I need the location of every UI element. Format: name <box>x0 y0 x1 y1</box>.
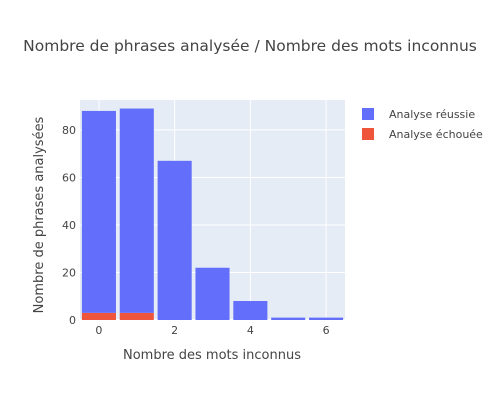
y-tick-label: 80 <box>62 124 76 137</box>
x-tick-label: 0 <box>95 324 102 337</box>
y-tick-label: 40 <box>62 219 76 232</box>
chart-title: Nombre de phrases analysée / Nombre des … <box>23 37 477 55</box>
bar-reussie[interactable] <box>119 108 154 313</box>
bar-echouee[interactable] <box>119 312 154 320</box>
x-tick-label: 6 <box>323 324 330 337</box>
legend-item[interactable]: Analyse échouée <box>362 128 483 141</box>
bar-reussie[interactable] <box>309 317 344 320</box>
y-tick-label: 60 <box>62 171 76 184</box>
y-tick-label: 0 <box>69 314 76 327</box>
bar-reussie[interactable] <box>233 300 268 320</box>
x-tick-label: 2 <box>171 324 178 337</box>
bar-reussie[interactable] <box>271 317 306 320</box>
bars <box>81 108 344 320</box>
legend-label: Analyse échouée <box>389 128 483 141</box>
y-tick-label: 20 <box>62 266 76 279</box>
bar-reussie[interactable] <box>157 160 192 320</box>
legend[interactable]: Analyse réussie Analyse échouée <box>362 108 483 141</box>
x-tick-label: 4 <box>247 324 254 337</box>
bar-echouee[interactable] <box>81 312 116 320</box>
axis-ticks: 0 20 40 60 80 0 2 4 6 <box>62 124 330 337</box>
legend-swatch <box>362 128 374 140</box>
bar-reussie[interactable] <box>81 110 116 313</box>
legend-item[interactable]: Analyse réussie <box>362 108 475 121</box>
x-axis-label: Nombre des mots inconnus <box>123 348 301 363</box>
legend-swatch <box>362 108 374 120</box>
legend-label: Analyse réussie <box>389 108 475 121</box>
bar-reussie[interactable] <box>195 267 230 320</box>
y-axis-label: Nombre de phrases analysées <box>32 116 47 313</box>
